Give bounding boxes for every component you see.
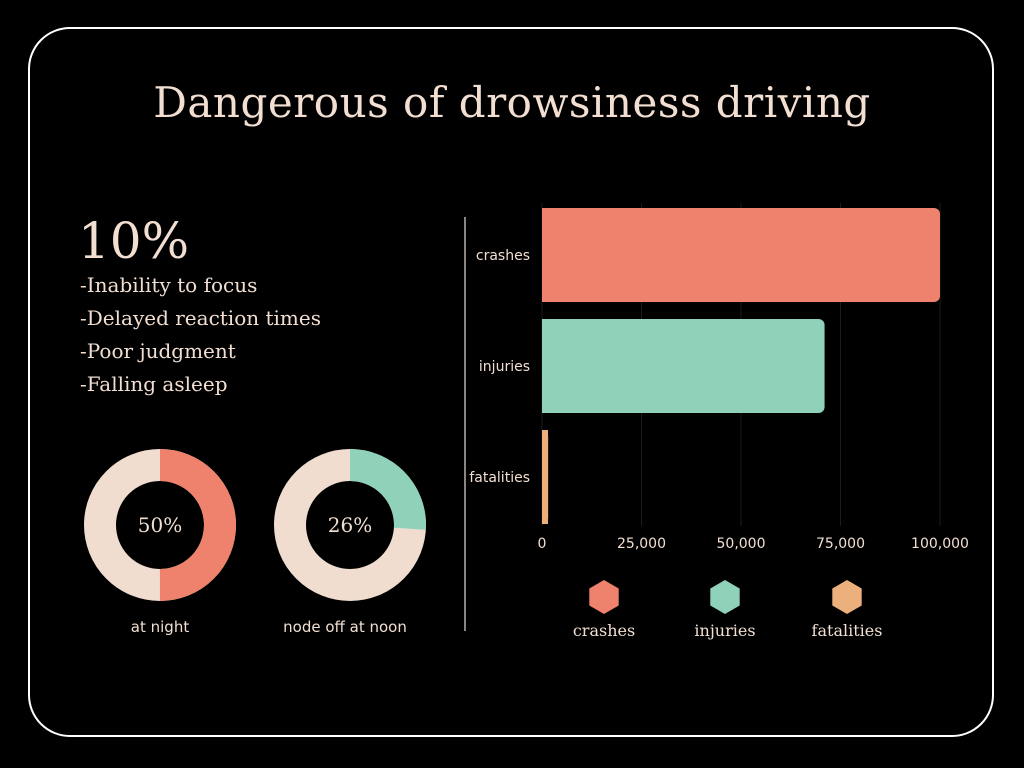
donut-arc [274,449,426,601]
divider [464,217,466,631]
donut-label: node off at noon [283,618,407,636]
x-tick-label: 25,000 [617,536,666,552]
x-tick-label: 75,000 [816,536,865,552]
donut-label: at night [130,618,190,636]
legend-marker-crashes [589,580,619,614]
donut-svg [84,449,236,601]
bar-injuries-base [542,319,548,413]
category-label: crashes [476,248,530,264]
stat-value: 10% [78,212,190,270]
effect-item: -Falling asleep [80,372,228,396]
donut-arc [84,449,236,601]
bar-crashes-base [542,208,548,302]
category-label: injuries [479,359,530,375]
bar-injuries [542,319,825,413]
donut-svg [274,449,426,601]
donut-center-value: 50% [137,513,183,537]
category-label: fatalities [469,470,530,486]
page-title: Dangerous of drowsiness driving [153,78,871,127]
donut-center-value: 26% [327,513,373,537]
effects-list: -Inability to focus -Delayed reaction ti… [80,270,321,402]
bar-chart: crashes injuries fatalities 0 25,000 50,000 75… [469,203,969,640]
legend-label: crashes [573,621,635,640]
legend-label: injuries [694,621,755,640]
legend-label: fatalities [812,621,883,640]
bar-crashes [542,208,940,302]
donut-chart-at-night: 50% [84,449,236,601]
effect-item: -Delayed reaction times [80,306,321,330]
donut-chart-node-off-at-noon: 26% [274,449,426,601]
legend-marker-fatalities [832,580,862,614]
x-tick-label: 0 [538,536,547,552]
effect-item: -Inability to focus [80,273,258,297]
bar-fatalities-base [542,430,548,524]
x-tick-label: 100,000 [911,536,969,552]
card-frame [28,27,994,737]
legend-marker-injuries [710,580,740,614]
effect-item: -Poor judgment [80,339,236,363]
x-tick-label: 50,000 [717,536,766,552]
